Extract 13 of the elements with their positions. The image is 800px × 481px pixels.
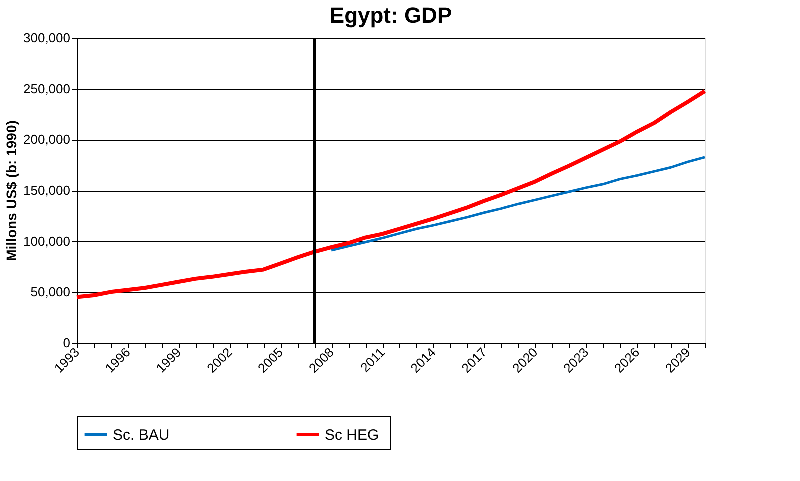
y-tick-label: 200,000	[24, 132, 70, 148]
chart-title: Egypt: GDP	[330, 3, 452, 28]
line-series	[75, 89, 707, 300]
y-tick-label: 250,000	[24, 81, 70, 96]
y-tick-label: 50,000	[30, 284, 70, 300]
legend-label: Sc HEG	[325, 427, 380, 444]
legend-label: Sc. BAU	[113, 427, 170, 444]
y-tick-label: 150,000	[24, 183, 70, 198]
y-tick-label: 300,000	[24, 30, 70, 46]
y-tick-label: 100,000	[24, 234, 70, 249]
line-series	[330, 156, 706, 252]
y-axis-title: Millons US$ (b: 1990)	[4, 120, 20, 262]
y-tick-label: 0	[63, 336, 70, 350]
